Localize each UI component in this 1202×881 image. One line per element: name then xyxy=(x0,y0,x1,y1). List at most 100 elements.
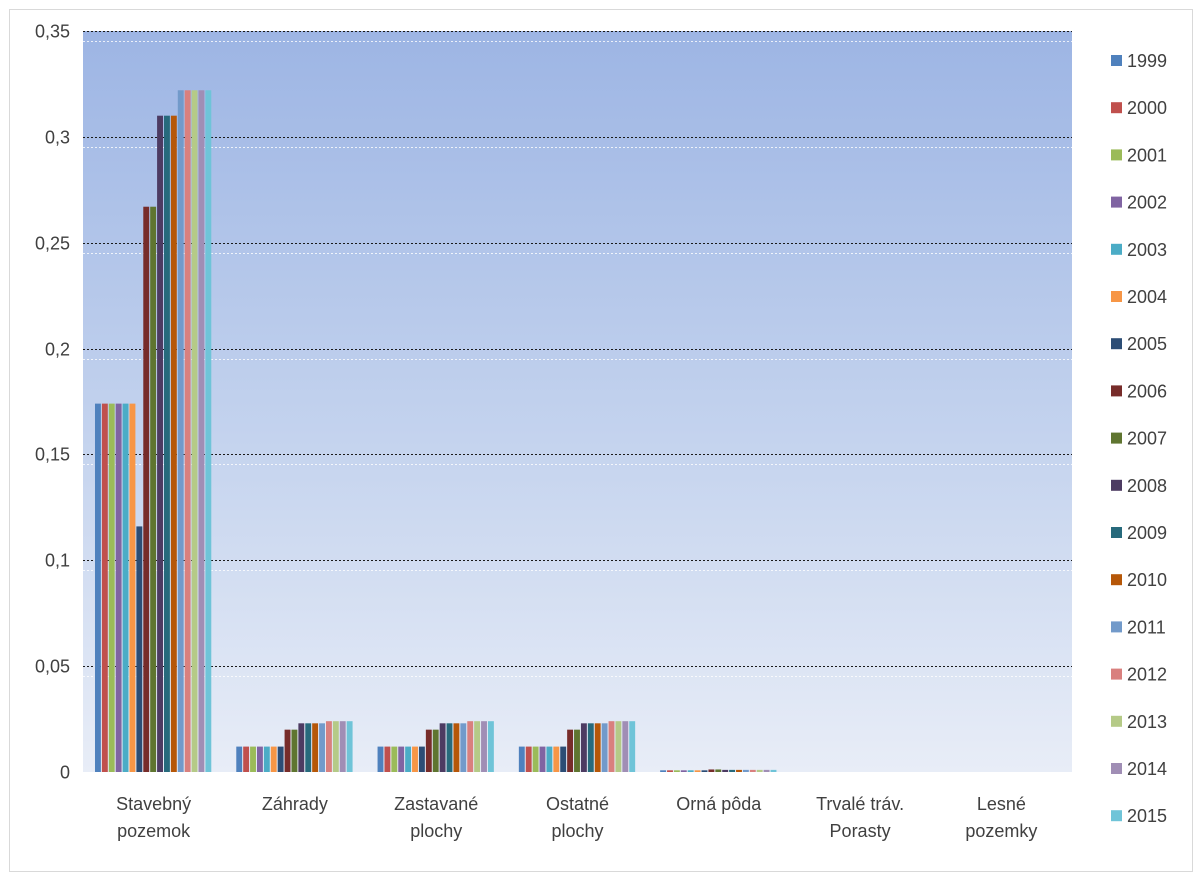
bar xyxy=(560,746,567,772)
bar xyxy=(191,90,198,772)
bar xyxy=(446,723,453,772)
bar xyxy=(756,769,763,772)
legend-swatch xyxy=(1111,55,1122,66)
bar xyxy=(163,115,170,772)
category-label: Orná pôda xyxy=(676,794,762,814)
bar xyxy=(270,746,277,772)
legend-label: 2013 xyxy=(1127,712,1167,732)
legend-swatch xyxy=(1111,621,1122,633)
bar xyxy=(205,90,212,772)
category-label: plochy xyxy=(551,821,603,841)
legend-swatch xyxy=(1111,385,1122,397)
category-label: Porasty xyxy=(830,821,891,841)
bar xyxy=(284,729,291,772)
legend-swatch xyxy=(1111,338,1122,350)
legend-swatch xyxy=(1111,432,1122,444)
bar xyxy=(243,746,250,772)
bar xyxy=(660,770,667,772)
legend-swatch xyxy=(1111,479,1122,491)
legend-swatch xyxy=(1111,291,1122,302)
legend-label: 2002 xyxy=(1127,193,1167,213)
bar xyxy=(532,746,539,772)
category-label: pozemok xyxy=(117,821,191,841)
bar xyxy=(94,403,101,772)
bar xyxy=(312,723,319,772)
bar xyxy=(608,721,615,772)
plot-area xyxy=(83,31,1072,772)
legend-swatch xyxy=(1111,196,1122,208)
legend-label: 2012 xyxy=(1127,665,1167,685)
bar xyxy=(339,721,346,772)
bar xyxy=(708,769,715,772)
legend-label: 2015 xyxy=(1127,806,1167,826)
bar xyxy=(184,90,191,772)
legend-swatch xyxy=(1111,527,1122,538)
bar xyxy=(256,746,263,772)
category-label: Záhrady xyxy=(262,794,328,814)
category-label: pozemky xyxy=(965,821,1037,841)
bar xyxy=(680,770,687,772)
bar xyxy=(539,746,546,772)
legend-swatch xyxy=(1111,763,1122,774)
legend-label: 2008 xyxy=(1127,476,1167,496)
category-label: plochy xyxy=(410,821,462,841)
y-tick-label: 0,3 xyxy=(45,128,70,148)
bar xyxy=(694,770,701,772)
legend-swatch xyxy=(1111,574,1122,586)
bar xyxy=(574,729,580,772)
bar xyxy=(122,403,129,772)
bar xyxy=(567,729,574,772)
legend-label: 2010 xyxy=(1127,570,1167,590)
plot-background xyxy=(83,31,1072,772)
bar xyxy=(432,729,439,772)
bar xyxy=(405,746,412,772)
category-label: Ostatné xyxy=(546,794,609,814)
bar xyxy=(715,769,722,772)
bar xyxy=(277,746,284,772)
bar xyxy=(439,723,446,772)
legend-label: 2011 xyxy=(1127,617,1166,637)
bar xyxy=(553,746,560,772)
bar xyxy=(129,403,136,772)
bar xyxy=(487,721,494,772)
bar xyxy=(601,723,608,772)
legend-label: 2014 xyxy=(1127,759,1167,779)
legend-label: 2001 xyxy=(1127,145,1167,165)
bar xyxy=(325,721,332,772)
legend-label: 2009 xyxy=(1127,523,1167,543)
bar xyxy=(460,723,467,772)
bar xyxy=(594,723,601,772)
bar xyxy=(587,723,594,772)
bar xyxy=(749,769,756,772)
bar xyxy=(108,403,115,772)
bar xyxy=(177,90,184,772)
bar xyxy=(115,403,122,772)
legend-label: 2004 xyxy=(1127,287,1167,307)
bar xyxy=(250,746,256,772)
legend-swatch xyxy=(1111,810,1122,822)
legend-label: 2005 xyxy=(1127,334,1167,354)
bar xyxy=(474,721,481,772)
legend-label: 2000 xyxy=(1127,98,1167,118)
y-tick-label: 0,05 xyxy=(35,657,70,677)
bar xyxy=(136,526,143,772)
bar xyxy=(377,746,384,772)
y-tick-label: 0,1 xyxy=(45,551,70,571)
bar xyxy=(770,769,777,772)
legend-label: 2007 xyxy=(1127,429,1167,449)
bar xyxy=(198,90,205,772)
x-axis-categories: Stavebný pozemok Záhrady Zastavané plochy Ost… xyxy=(116,794,1037,841)
legend-label: 2006 xyxy=(1127,381,1167,401)
bar xyxy=(481,721,487,772)
bars xyxy=(94,90,777,773)
bar xyxy=(319,723,325,772)
y-axis-ticks: 0 0,05 0,1 0,15 0,2 0,25 0,3 0,35 xyxy=(35,22,70,783)
bar xyxy=(546,746,553,772)
bar xyxy=(729,769,736,772)
y-tick-label: 0,15 xyxy=(35,445,70,465)
bar xyxy=(263,746,270,772)
bar xyxy=(150,206,157,773)
category-label: Lesné xyxy=(977,794,1026,814)
